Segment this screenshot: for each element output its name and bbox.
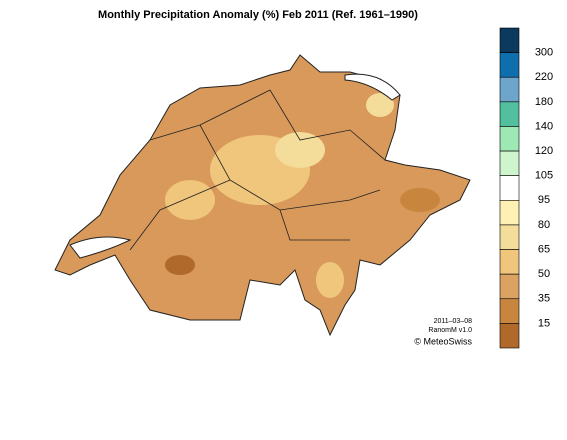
colorbar-label: 15 (538, 317, 550, 329)
region (316, 262, 344, 298)
colorbar-label: 140 (535, 120, 553, 132)
colorbar: 300 220 180 140 120 105 95 80 65 50 35 15 (499, 27, 553, 349)
date: 2011–03–08 (434, 318, 473, 325)
color-class (499, 298, 520, 324)
colorbar-label: 80 (538, 219, 550, 231)
color-class (499, 224, 520, 250)
colorbar-label: 105 (535, 170, 553, 182)
region (400, 188, 440, 212)
region (275, 132, 325, 168)
colorbar-label: 35 (538, 293, 550, 305)
color-class (499, 126, 520, 152)
color-class (499, 273, 520, 300)
colorbar-label: 300 (535, 47, 553, 59)
color-class (499, 101, 520, 127)
color-class (499, 76, 520, 103)
credit: © MeteoSwiss (414, 336, 472, 346)
colorbar-label: 95 (538, 194, 550, 206)
colorbar-label: 65 (538, 243, 550, 255)
colorbar-label: 120 (535, 145, 553, 157)
color-class (499, 200, 520, 226)
colorbar-label: 220 (535, 71, 553, 83)
map (54, 54, 471, 337)
colorbar-label: 50 (538, 268, 550, 280)
colorbar-label: 180 (535, 96, 553, 108)
lake (69, 236, 132, 259)
map-title: Monthly Precipitation Anomaly (%) Feb 20… (98, 9, 418, 21)
color-class (499, 52, 520, 78)
lake (344, 73, 401, 101)
color-class (499, 323, 520, 349)
color-class (499, 249, 520, 275)
color-class (499, 27, 520, 53)
region (165, 255, 195, 275)
region (366, 93, 394, 117)
color-class (499, 150, 520, 176)
boundary (129, 89, 386, 251)
color-class (499, 175, 520, 201)
region (165, 180, 215, 220)
version: RanomM v1.0 (428, 327, 472, 334)
